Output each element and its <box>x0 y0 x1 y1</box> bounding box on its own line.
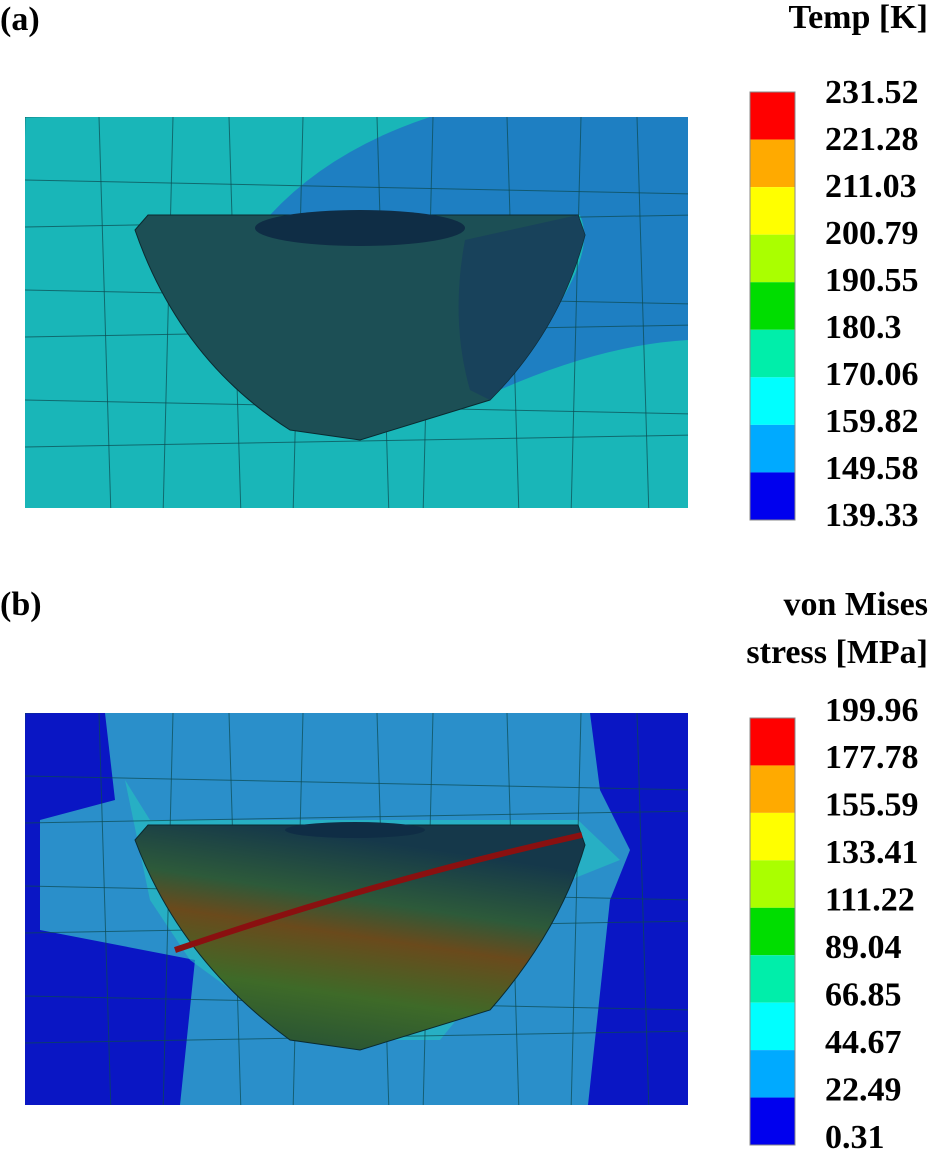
colorbar-tick-label: 170.06 <box>825 356 919 393</box>
inclusion-facet <box>458 215 585 400</box>
stress-peak <box>174 832 583 953</box>
colorbars: 231.52 221.28 211.03 200.79 190.55 180.3 170.0… <box>749 74 919 1156</box>
colorbar-tick-label: 155.59 <box>825 787 919 824</box>
colorbar-segment <box>750 907 795 956</box>
inclusion <box>134 824 586 1051</box>
colorbar-segment <box>750 329 795 378</box>
colorbar-tick-label: 177.78 <box>825 739 919 776</box>
mesh-line <box>25 179 688 195</box>
colorbar-segment <box>750 1097 795 1145</box>
mesh-line <box>25 713 53 714</box>
colorbar-segment <box>750 472 795 520</box>
mesh-line <box>636 713 650 1105</box>
colorbar-segment <box>750 139 795 188</box>
mesh-line <box>162 713 174 1105</box>
mesh-line <box>25 510 695 524</box>
colorbar-tick-label: 44.67 <box>825 1024 902 1061</box>
colorbar-tick-label: 0.31 <box>825 1119 885 1156</box>
colorbar-tick-label: 89.04 <box>825 929 902 966</box>
mesh-line <box>636 117 650 508</box>
panel-label: (b) <box>0 586 42 623</box>
colorbar-segment <box>750 234 795 283</box>
mesh-line <box>25 1106 695 1120</box>
mesh-line <box>25 713 26 734</box>
mesh-line <box>570 117 582 508</box>
legend-title: stress [MPa] <box>746 634 928 671</box>
colorbar-tick-label: 133.41 <box>825 834 919 871</box>
colorbar-segment <box>750 187 795 235</box>
legend-title: von Mises <box>784 586 929 623</box>
colorbar-segment <box>750 1002 795 1051</box>
colorbar-segment <box>750 955 795 1003</box>
colorbar-frame <box>749 717 796 1146</box>
mesh-line <box>25 810 688 824</box>
colorbar-segment <box>750 377 795 425</box>
colorbar-tick-label: 66.85 <box>825 976 902 1013</box>
colorbar-tick-label: 22.49 <box>825 1071 902 1108</box>
colorbar-segment <box>750 92 795 140</box>
colorbar-segment <box>750 1050 795 1098</box>
inclusion-top <box>285 822 425 838</box>
colorbar-segment <box>750 860 795 908</box>
inclusion-top <box>255 210 465 246</box>
colorbar-tick-label: 221.28 <box>825 121 919 158</box>
colorbar-segment <box>750 718 795 766</box>
colorbar-segment <box>750 424 795 473</box>
mesh-line <box>701 117 711 517</box>
mesh-line <box>25 434 688 448</box>
mesh-line <box>701 713 711 1113</box>
legend-title: Temp [K] <box>789 0 928 36</box>
stress-contour <box>25 713 711 1120</box>
colorbar-tick-label: 111.22 <box>825 882 915 919</box>
mesh-line <box>25 117 53 118</box>
mesh-line <box>162 117 174 508</box>
cold-region <box>270 117 688 392</box>
colorbar-tick-label: 149.58 <box>825 450 919 487</box>
temperature-contour <box>25 117 711 524</box>
mesh-line <box>98 117 112 508</box>
colorbar-segment <box>750 282 795 330</box>
colorbar-tick-label: 200.79 <box>825 215 919 252</box>
colorbar-segment <box>750 812 795 861</box>
colorbar-tick-label: 199.96 <box>825 692 919 729</box>
mesh-line <box>25 775 688 791</box>
panel-label: (a) <box>0 1 40 38</box>
colorbar-frame <box>749 91 796 521</box>
colorbar-tick-label: 159.82 <box>825 403 919 440</box>
colorbar-segment <box>750 765 795 813</box>
mesh-line <box>25 117 26 138</box>
colorbar-tick-label: 180.3 <box>825 309 902 346</box>
colorbar-tick-label: 139.33 <box>825 497 919 534</box>
mesh-line <box>98 713 112 1105</box>
colorbar-tick-label: 231.52 <box>825 74 919 111</box>
mesh-line <box>570 713 582 1105</box>
colorbar-tick-label: 190.55 <box>825 262 919 299</box>
colorbar-tick-label: 211.03 <box>825 168 917 205</box>
